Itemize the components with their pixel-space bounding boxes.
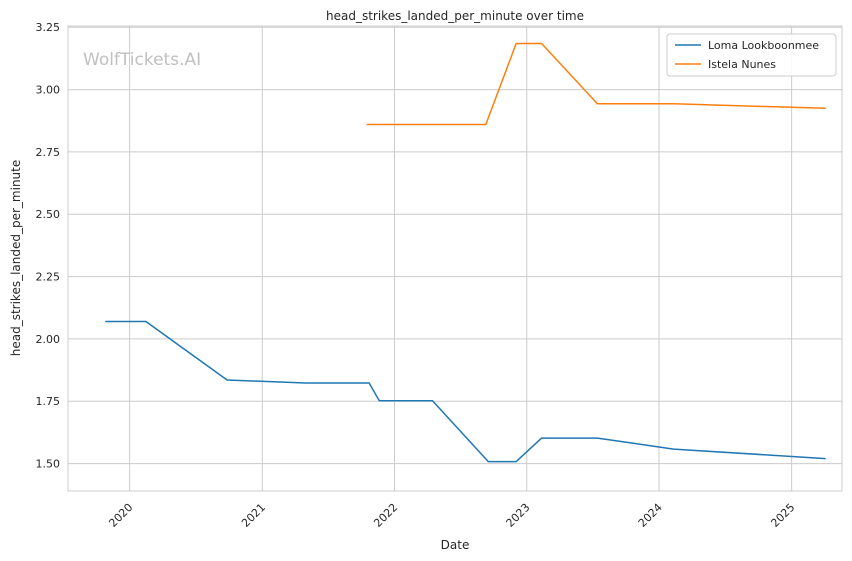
y-tick-label: 3.25	[36, 21, 61, 34]
y-axis-ticks: 1.50 1.75 2.00 2.25 2.50 2.75 3.00 3.25	[36, 21, 61, 470]
legend-label-istela-nunes: Istela Nunes	[708, 58, 776, 71]
y-tick-label: 3.00	[36, 84, 61, 97]
legend: Loma Lookboonmee Istela Nunes	[666, 33, 837, 77]
watermark: WolfTickets.AI	[83, 50, 201, 70]
y-tick-label: 2.00	[36, 333, 61, 346]
grid-lines	[68, 26, 842, 491]
x-tick-label: 2021	[239, 501, 268, 530]
y-axis-label: head_strikes_landed_per_minute	[9, 160, 23, 357]
x-tick-label: 2020	[106, 501, 135, 530]
plot-area	[67, 25, 843, 492]
y-tick-label: 1.75	[36, 395, 61, 408]
legend-box	[666, 33, 837, 77]
legend-label-loma-lookboonmee: Loma Lookboonmee	[708, 39, 819, 52]
x-axis-ticks: 2020 2021 2022 2023 2024 2025	[106, 501, 797, 530]
x-tick-label: 2024	[636, 501, 665, 530]
x-tick-label: 2023	[504, 501, 533, 530]
series-line-loma-lookboonmee	[105, 320, 826, 463]
x-tick-label: 2022	[371, 501, 400, 530]
y-tick-label: 1.50	[36, 458, 61, 471]
x-axis-label: Date	[441, 538, 470, 552]
series-lines	[105, 42, 826, 463]
series-line-istela-nunes	[366, 42, 826, 126]
y-tick-label: 2.75	[36, 146, 61, 159]
y-tick-label: 2.50	[36, 208, 61, 221]
chart-title: head_strikes_landed_per_minute over time	[326, 9, 584, 23]
x-tick-label: 2025	[768, 501, 797, 530]
y-tick-label: 2.25	[36, 271, 61, 284]
